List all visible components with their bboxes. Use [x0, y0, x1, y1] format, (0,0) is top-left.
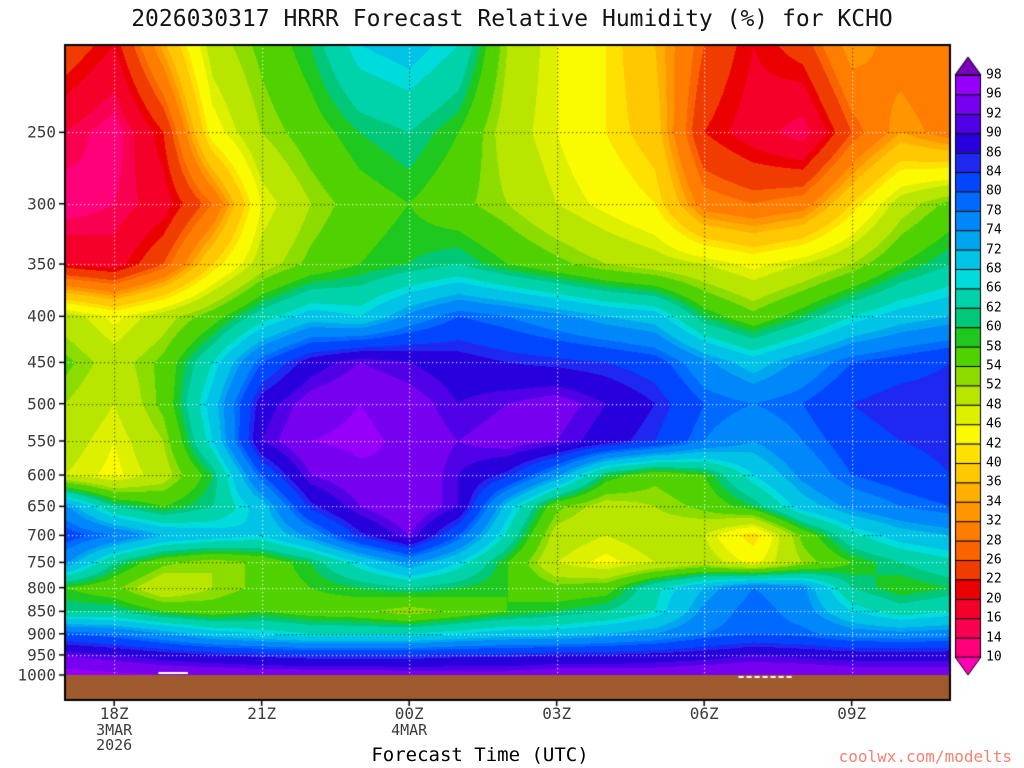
colorbar-tick-label: 48 [986, 397, 1002, 413]
colorbar-tick-label: 62 [986, 300, 1002, 316]
y-tick-label: 600 [27, 465, 56, 485]
colorbar-tick-label: 96 [986, 86, 1002, 102]
y-tick-label: 850 [27, 601, 56, 621]
y-tick-label: 500 [27, 394, 56, 414]
colorbar-tick-label: 36 [986, 474, 1002, 490]
colorbar-tick-label: 58 [986, 339, 1002, 355]
colorbar-tick-label: 46 [986, 416, 1002, 432]
y-tick-label: 900 [27, 624, 56, 644]
colorbar-tick-label: 60 [986, 319, 1002, 335]
date-label: 2026 [96, 736, 133, 754]
colorbar-tick-label: 14 [986, 630, 1002, 646]
colorbar-tick-label: 90 [986, 125, 1002, 141]
colorbar-tick-label: 86 [986, 145, 1002, 161]
colorbar-tick-label: 98 [986, 67, 1002, 83]
colorbar-tick-label: 78 [986, 203, 1002, 219]
y-tick-label: 300 [27, 194, 56, 214]
x-tick-label: 03Z [542, 704, 572, 723]
y-tick-label: 550 [27, 431, 56, 451]
x-tick-label: 00Z [394, 704, 424, 723]
colorbar-tick-label: 34 [986, 494, 1002, 510]
y-tick-label: 800 [27, 578, 56, 598]
y-tick-label: 750 [27, 552, 56, 572]
colorbar-tick-label: 42 [986, 436, 1002, 452]
colorbar-tick-label: 28 [986, 533, 1002, 549]
date-label: 3MAR [96, 721, 133, 739]
x-tick-label: 18Z [99, 704, 129, 723]
y-tick-label: 1000 [17, 665, 56, 685]
colorbar-tick-label: 52 [986, 377, 1002, 393]
y-tick-label: 400 [27, 306, 56, 326]
colorbar-tick-label: 92 [986, 106, 1002, 122]
y-tick-label: 250 [27, 122, 56, 142]
y-tick-label: 700 [27, 525, 56, 545]
x-axis-title: Forecast Time (UTC) [371, 744, 589, 766]
colorbar-tick-label: 68 [986, 261, 1002, 277]
watermark-link[interactable]: coolwx.com/modelts [838, 747, 1012, 766]
colorbar-tick-label: 66 [986, 280, 1002, 296]
colorbar-tick-label: 54 [986, 358, 1002, 374]
colorbar-tick-label: 20 [986, 591, 1002, 607]
x-tick-label: 21Z [247, 704, 277, 723]
y-tick-label: 350 [27, 254, 56, 274]
x-tick-label: 09Z [837, 704, 867, 723]
colorbar-tick-label: 16 [986, 610, 1002, 626]
date-label: 4MAR [391, 721, 428, 739]
colorbar-tick-label: 74 [986, 222, 1002, 238]
colorbar-tick-label: 26 [986, 552, 1002, 568]
colorbar-tick-label: 32 [986, 513, 1002, 529]
colorbar-tick-label: 10 [986, 649, 1002, 665]
y-tick-label: 450 [27, 352, 56, 372]
colorbar-tick-label: 40 [986, 455, 1002, 471]
colorbar-tick-label: 84 [986, 164, 1002, 180]
colorbar-tick-label: 80 [986, 183, 1002, 199]
colorbar-tick-label: 22 [986, 571, 1002, 587]
x-tick-label: 06Z [689, 704, 719, 723]
y-tick-label: 950 [27, 645, 56, 665]
colorbar-tick-label: 72 [986, 242, 1002, 258]
y-tick-label: 650 [27, 496, 56, 516]
